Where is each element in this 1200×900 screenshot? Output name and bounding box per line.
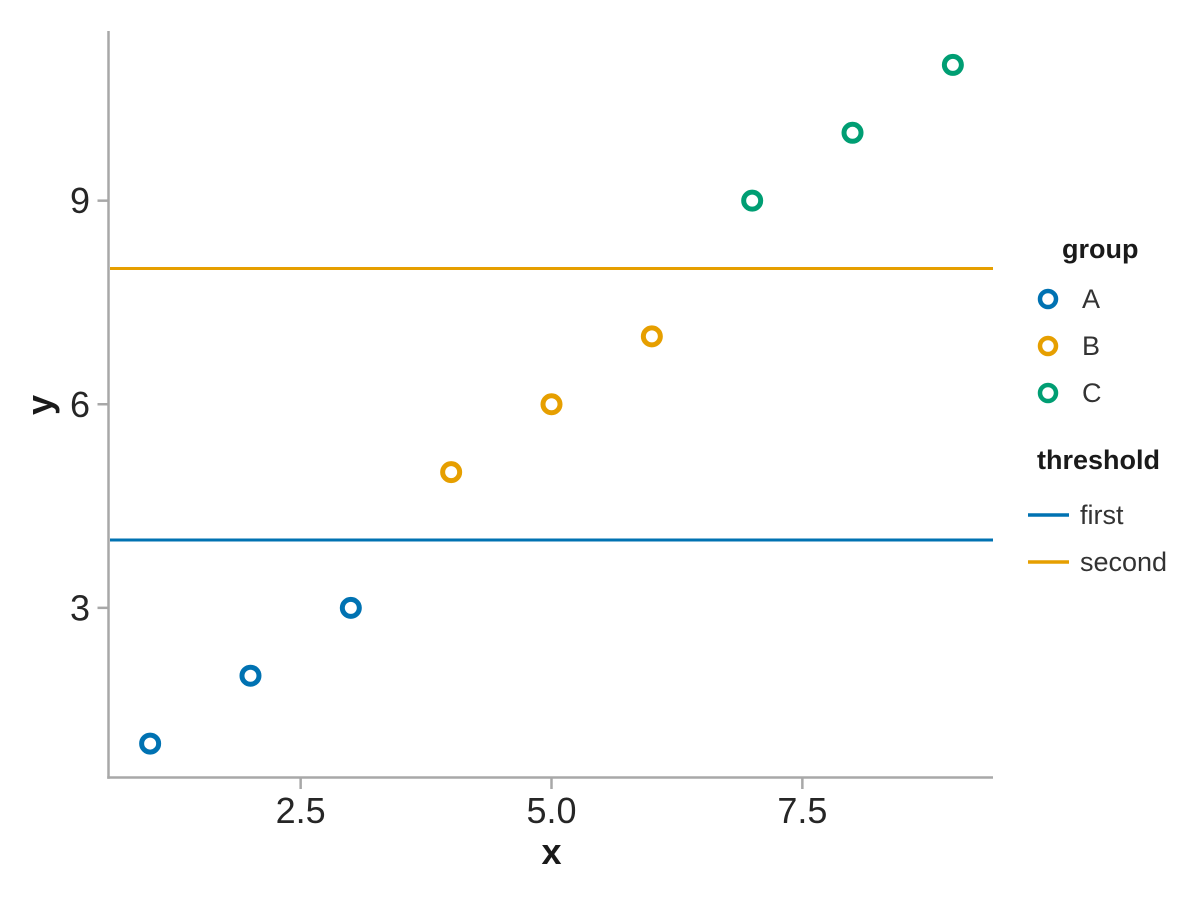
x-axis-title: x — [541, 831, 561, 872]
data-point-C — [841, 121, 864, 144]
legend-item-b: B — [1037, 331, 1100, 361]
legend: group A B C threshold first second — [1028, 234, 1167, 577]
data-points — [139, 53, 964, 755]
data-point-B — [540, 393, 563, 416]
data-point-A — [239, 664, 262, 687]
legend-marker-b-icon — [1037, 335, 1059, 357]
y-axis-title: y — [19, 395, 60, 415]
legend-label-b: B — [1082, 331, 1100, 361]
data-point-A — [339, 596, 362, 619]
legend-item-first: first — [1028, 500, 1124, 530]
x-tick-label: 5.0 — [526, 790, 576, 831]
threshold-lines — [110, 267, 993, 542]
data-point-C — [741, 189, 764, 212]
legend-item-a: A — [1037, 284, 1100, 314]
legend-label-a: A — [1082, 284, 1100, 314]
x-axis-ticks: 2.5 5.0 7.5 — [276, 777, 827, 831]
y-tick-label: 9 — [70, 180, 90, 221]
data-point-B — [640, 325, 663, 348]
y-tick-label: 3 — [70, 587, 90, 628]
x-tick-label: 7.5 — [777, 790, 827, 831]
x-tick-label: 2.5 — [276, 790, 326, 831]
data-point-A — [139, 732, 162, 755]
legend-group-title: group — [1062, 234, 1138, 264]
data-point-B — [440, 461, 463, 484]
y-tick-label: 6 — [70, 384, 90, 425]
data-point-C — [941, 53, 964, 76]
legend-marker-a-icon — [1037, 288, 1059, 310]
legend-marker-c-icon — [1037, 382, 1059, 404]
legend-label-c: C — [1082, 378, 1102, 408]
legend-item-c: C — [1037, 378, 1102, 408]
legend-label-first: first — [1080, 500, 1124, 530]
legend-item-second: second — [1028, 547, 1167, 577]
legend-threshold-title: threshold — [1037, 445, 1160, 475]
legend-label-second: second — [1080, 547, 1167, 577]
y-axis-ticks: 3 6 9 — [70, 180, 109, 628]
